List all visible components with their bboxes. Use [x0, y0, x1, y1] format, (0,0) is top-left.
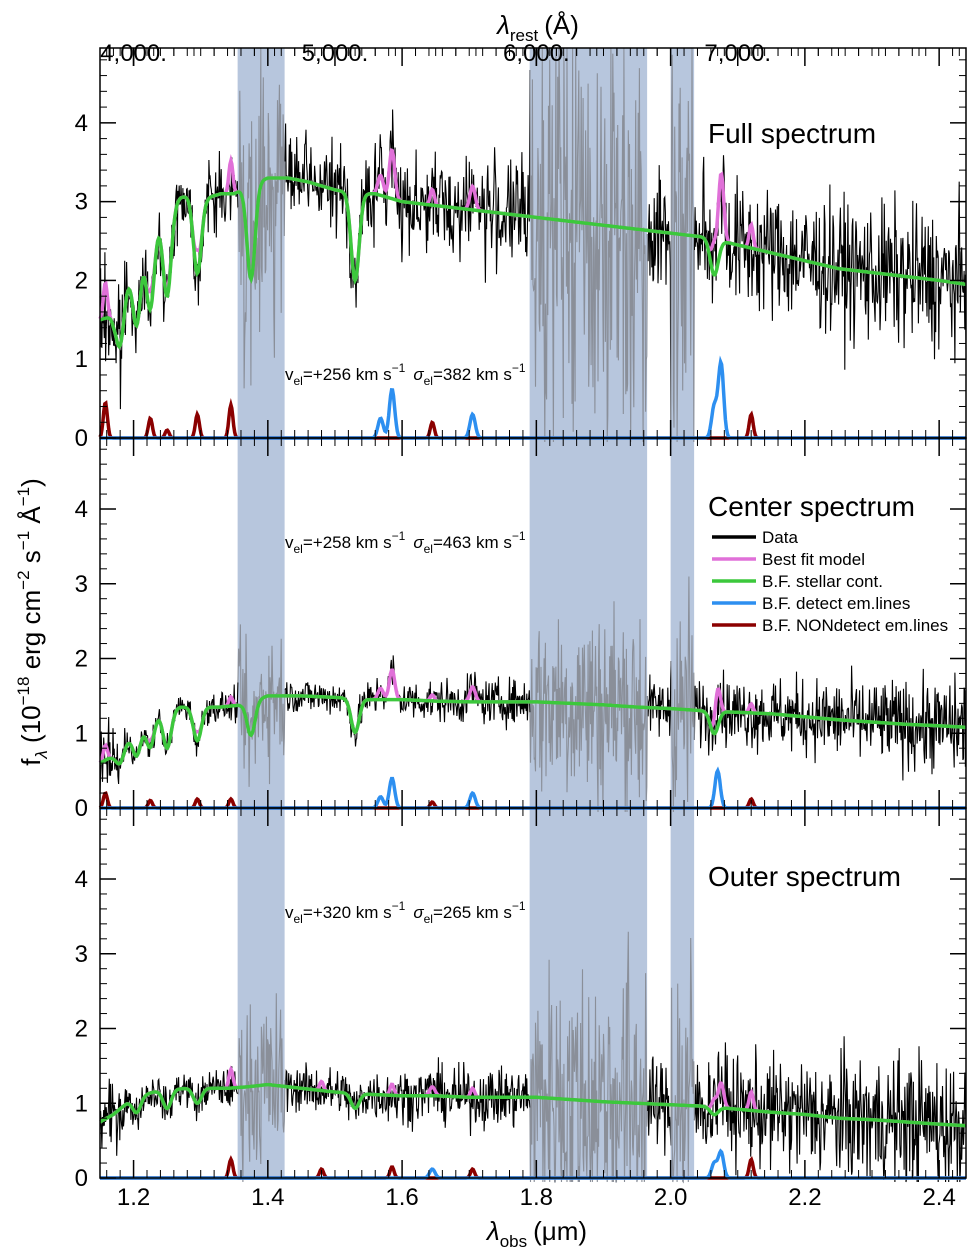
y-tick-label: 4 — [75, 866, 88, 893]
kinematics-part: el — [424, 374, 433, 388]
y-tick-label: 4 — [75, 496, 88, 523]
y-tick-label: 2 — [75, 267, 88, 294]
top-tick-label: 5,000. — [302, 40, 369, 67]
y-tick-label: 2 — [75, 646, 88, 673]
bottom-axis-title: λobs (μm) — [485, 1216, 587, 1251]
kinematics-part: =+320 km s — [303, 903, 392, 922]
kinematics-part: −1 — [392, 529, 406, 543]
top-axis-title: λrest (Å) — [495, 10, 579, 45]
kinematics-part: −1 — [392, 899, 406, 913]
kinematics-part: el — [424, 912, 433, 926]
legend-label: B.F. detect em.lines — [762, 594, 910, 613]
masked-data-line — [237, 576, 695, 813]
kinematics-part: =+258 km s — [303, 533, 392, 552]
kinematics-label: vel=+258 km s−1 σel=463 km s−1 — [285, 529, 526, 556]
stellar-continuum-line — [99, 176, 967, 350]
kinematics-part: el — [294, 374, 303, 388]
legend-label: B.F. stellar cont. — [762, 572, 883, 591]
y-tick-label: 1 — [75, 720, 88, 747]
masked-data-line — [237, 47, 695, 443]
stellar-continuum-line — [99, 694, 967, 766]
kinematics-part: el — [424, 542, 433, 556]
legend-label: Best fit model — [762, 550, 865, 569]
y-tick-label: 4 — [75, 110, 88, 137]
kinematics-part: −1 — [512, 899, 526, 913]
y-tick-label: 1 — [75, 1090, 88, 1117]
kinematics-part: =382 km s — [433, 365, 512, 384]
kinematics-part: −1 — [512, 529, 526, 543]
kinematics-part: =265 km s — [433, 903, 512, 922]
kinematics-part: σ — [413, 365, 424, 384]
y-tick-label: 3 — [75, 189, 88, 216]
kinematics-part: −1 — [512, 361, 526, 375]
stellar-continuum-line — [99, 1082, 967, 1128]
kinematics-part: v — [285, 365, 294, 384]
kinematics-part: v — [285, 903, 294, 922]
kinematics-part: −1 — [392, 361, 406, 375]
y-tick-label: 1 — [75, 346, 88, 373]
legend-label: B.F. NONdetect em.lines — [762, 616, 948, 635]
y-tick-label: 0 — [75, 1165, 88, 1192]
kinematics-part: =463 km s — [433, 533, 512, 552]
kinematics-label: vel=+256 km s−1 σel=382 km s−1 — [285, 361, 526, 388]
x-tick-label: 1.6 — [385, 1184, 418, 1211]
kinematics-part: el — [294, 542, 303, 556]
panel-frame — [99, 807, 967, 1179]
kinematics-part: σ — [413, 533, 424, 552]
kinematics-part: v — [285, 533, 294, 552]
y-tick-label: 0 — [75, 425, 88, 452]
y-tick-label: 0 — [75, 795, 88, 822]
x-tick-label: 1.8 — [520, 1184, 553, 1211]
y-axis-title: fλ (10−18 erg cm−2 s−1 Å−1) — [14, 478, 51, 766]
y-tick-label: 3 — [75, 941, 88, 968]
top-tick-label: 4,000. — [100, 40, 167, 67]
kinematics-label: vel=+320 km s−1 σel=265 km s−1 — [285, 899, 526, 926]
kinematics-part: =+256 km s — [303, 365, 392, 384]
panel-title: Outer spectrum — [708, 861, 901, 892]
masked-data-line — [237, 931, 695, 1184]
x-tick-label: 1.2 — [117, 1184, 150, 1211]
x-tick-label: 1.4 — [251, 1184, 284, 1211]
x-tick-label: 2.0 — [654, 1184, 687, 1211]
y-tick-label: 3 — [75, 571, 88, 598]
x-tick-label: 2.4 — [922, 1184, 955, 1211]
kinematics-part: el — [294, 912, 303, 926]
panel-title: Center spectrum — [708, 491, 915, 522]
top-tick-label: 7,000. — [704, 40, 771, 67]
panel-title: Full spectrum — [708, 118, 876, 149]
legend: Data Best fit model B.F. stellar cont. B.F.… — [712, 528, 948, 635]
legend-label: Data — [762, 528, 798, 547]
y-tick-label: 2 — [75, 1016, 88, 1043]
x-tick-label: 2.2 — [788, 1184, 821, 1211]
top-tick-label: 6,000. — [503, 40, 570, 67]
kinematics-part: σ — [413, 903, 424, 922]
